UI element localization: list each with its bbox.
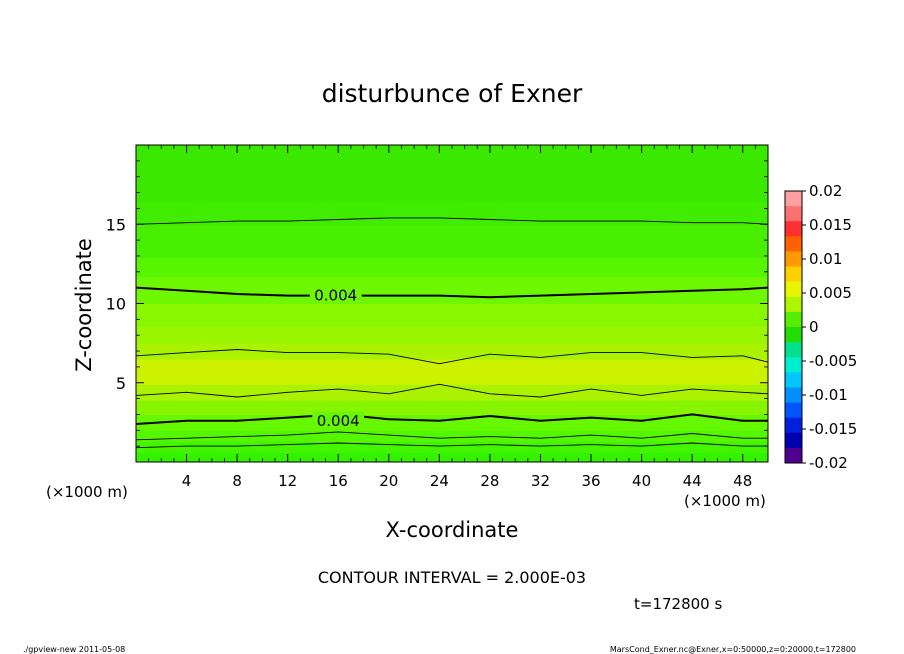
x-tick-label: 8	[232, 472, 242, 490]
colorbar-segment	[785, 342, 802, 358]
contour-band-2	[136, 430, 768, 442]
colorbar-segment	[785, 281, 802, 298]
colorbar-segment	[785, 327, 802, 343]
colorbar-segment	[785, 417, 802, 434]
contour-band-9	[136, 303, 768, 327]
colorbar-tick-label: -0.01	[809, 386, 848, 404]
contour-band-1	[136, 441, 768, 453]
colorbar-segment	[785, 432, 802, 449]
colorbar-segment	[785, 206, 802, 222]
contour-line-2	[136, 413, 768, 425]
x-tick-label: 12	[278, 472, 297, 490]
colorbar-segment	[785, 191, 802, 207]
colorbar-segment	[785, 296, 802, 313]
contour-band-13	[136, 202, 768, 225]
contour-band-10	[136, 276, 768, 304]
colorbar-segment	[785, 236, 802, 252]
x-tick-label: 44	[683, 472, 702, 490]
footer-left: ./gpview-new 2011-05-08	[23, 645, 125, 654]
x-tick-label: 24	[430, 472, 449, 490]
colorbar-tick-label: 0.005	[809, 284, 852, 302]
x-axis-label: X-coordinate	[386, 518, 519, 542]
footer-right: MarsCond_Exner.nc@Exner,x=0:50000,z=0:20…	[610, 645, 856, 654]
contour-label-bg-0	[309, 286, 362, 304]
contour-band-12	[136, 224, 768, 259]
contour-line-3	[136, 383, 768, 398]
contour-interval-text: CONTOUR INTERVAL = 2.000E-03	[318, 568, 586, 587]
colorbar-segment	[785, 402, 802, 418]
colorbar-segment	[785, 447, 802, 464]
chart-title: disturbunce of Exner	[322, 79, 583, 108]
colorbar-tick-label: -0.015	[809, 420, 857, 438]
x-tick-label: 32	[531, 472, 550, 490]
colorbar-segment	[785, 372, 802, 388]
contour-labels: 0.004 0.004	[309, 286, 365, 430]
contour-band-5	[136, 384, 768, 401]
contour-band-6	[136, 358, 768, 385]
contour-band-7	[136, 343, 768, 360]
x-tick-label: 48	[733, 472, 752, 490]
contour-label-1: 0.004	[317, 412, 360, 430]
x-axis-ticks: 4 8 12 16 20 24 28 32 36 40 44 48	[148, 145, 756, 490]
colorbar-segment	[785, 266, 802, 282]
colorbar-segment	[785, 251, 802, 267]
contour-line-1	[136, 431, 768, 441]
x-unit-left: (×1000 m)	[46, 483, 128, 501]
contour-line-6	[136, 217, 768, 225]
contour-label-0: 0.004	[314, 287, 357, 305]
colorbar-segment	[785, 221, 802, 237]
x-tick-label: 20	[379, 472, 398, 490]
colorbar-segment	[785, 357, 802, 373]
x-tick-label: 36	[581, 472, 600, 490]
contour-lines	[136, 217, 768, 449]
contour-fill-bands	[136, 145, 768, 462]
time-label: t=172800 s	[634, 595, 722, 613]
colorbar-tick-label: -0.02	[809, 454, 848, 472]
y-axis-ticks: 5 10 15	[106, 160, 768, 447]
contour-band-4	[136, 400, 768, 415]
colorbar-segment	[785, 311, 802, 328]
x-tick-label: 16	[329, 472, 348, 490]
y-tick-label: 15	[106, 215, 126, 234]
contour-band-0	[136, 452, 768, 462]
x-tick-label: 28	[480, 472, 499, 490]
y-axis-label: Z-coordinate	[72, 238, 96, 372]
contour-line-4	[136, 349, 768, 365]
colorbar-tick-label: 0.01	[809, 250, 842, 268]
colorbar-tick-label: 0.02	[809, 182, 842, 200]
x-tick-label: 4	[182, 472, 192, 490]
colorbar-segment	[785, 387, 802, 403]
contour-line-5	[136, 286, 768, 299]
colorbar-tick-label: 0	[809, 318, 819, 336]
colorbar-tick-label: -0.005	[809, 352, 857, 370]
y-tick-label: 10	[106, 295, 126, 314]
colorbar-tick-label: 0.015	[809, 216, 852, 234]
contour-label-bg-1	[312, 411, 365, 429]
contour-band-11	[136, 257, 768, 278]
y-tick-label: 5	[116, 374, 126, 393]
contour-band-8	[136, 325, 768, 344]
contour-band-14	[136, 145, 768, 203]
x-tick-label: 40	[632, 472, 651, 490]
colorbar: 0.02 0.015 0.01 0.005 0 -0.005 -0.01 -0.015 -0.0…	[784, 182, 857, 472]
x-unit-right: (×1000 m)	[684, 492, 766, 510]
contour-line-0	[136, 442, 768, 449]
